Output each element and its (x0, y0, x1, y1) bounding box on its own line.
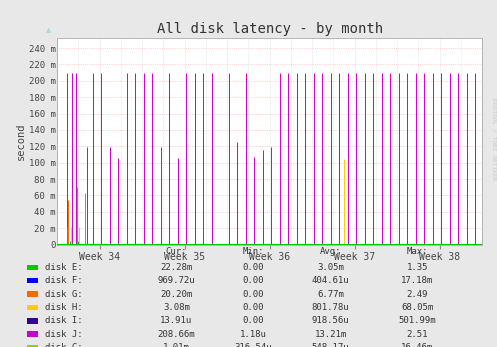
Text: disk J:: disk J: (45, 330, 83, 339)
Text: 0.00: 0.00 (243, 276, 264, 285)
Text: 918.56u: 918.56u (312, 316, 349, 325)
Text: disk I:: disk I: (45, 316, 83, 325)
Text: 0.00: 0.00 (243, 290, 264, 298)
Text: 16.46m: 16.46m (402, 343, 433, 347)
Text: 13.91u: 13.91u (161, 316, 192, 325)
Text: 969.72u: 969.72u (158, 276, 195, 285)
Text: 1.01m: 1.01m (163, 343, 190, 347)
Text: 0.00: 0.00 (243, 316, 264, 325)
Text: 1.18u: 1.18u (240, 330, 267, 339)
Text: disk G:: disk G: (45, 290, 83, 298)
Text: disk H:: disk H: (45, 303, 83, 312)
Text: Max:: Max: (407, 247, 428, 256)
Text: 1.35: 1.35 (407, 263, 428, 272)
Y-axis label: second: second (16, 122, 26, 160)
Text: 17.18m: 17.18m (402, 276, 433, 285)
Text: ▲: ▲ (46, 27, 51, 33)
Text: 501.99m: 501.99m (399, 316, 436, 325)
Text: 0.00: 0.00 (243, 263, 264, 272)
Text: Avg:: Avg: (320, 247, 341, 256)
Text: 316.54u: 316.54u (235, 343, 272, 347)
Text: 6.77m: 6.77m (317, 290, 344, 298)
Text: 13.21m: 13.21m (315, 330, 346, 339)
Text: 0.00: 0.00 (243, 303, 264, 312)
Text: 22.28m: 22.28m (161, 263, 192, 272)
Text: 2.49: 2.49 (407, 290, 428, 298)
Text: disk F:: disk F: (45, 276, 83, 285)
Text: 20.20m: 20.20m (161, 290, 192, 298)
Text: 3.05m: 3.05m (317, 263, 344, 272)
Text: 2.51: 2.51 (407, 330, 428, 339)
Text: RRDTOOL / TOBI OETIKER: RRDTOOL / TOBI OETIKER (491, 98, 496, 180)
Text: Cur:: Cur: (166, 247, 187, 256)
Title: All disk latency - by month: All disk latency - by month (157, 22, 383, 36)
Text: 208.66m: 208.66m (158, 330, 195, 339)
Text: disk C:: disk C: (45, 343, 83, 347)
Text: 68.05m: 68.05m (402, 303, 433, 312)
Text: 801.78u: 801.78u (312, 303, 349, 312)
Text: 548.17u: 548.17u (312, 343, 349, 347)
Text: 3.08m: 3.08m (163, 303, 190, 312)
Text: disk E:: disk E: (45, 263, 83, 272)
Text: 404.61u: 404.61u (312, 276, 349, 285)
Text: Min:: Min: (243, 247, 264, 256)
